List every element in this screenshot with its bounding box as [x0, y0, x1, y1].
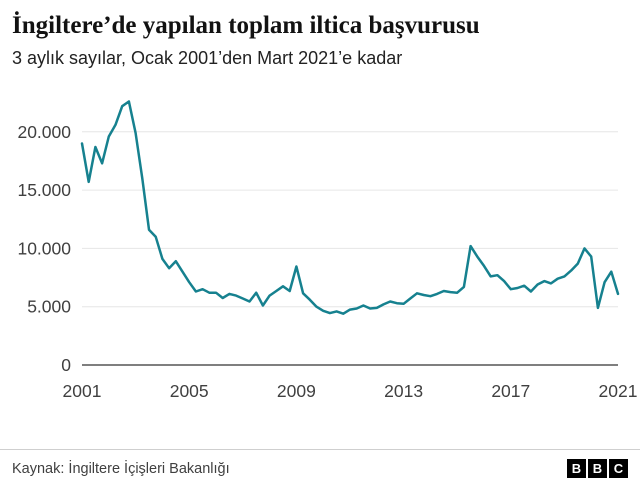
- svg-text:2021: 2021: [599, 381, 638, 401]
- bbc-logo-block: B: [567, 459, 586, 478]
- line-chart: 0 5.000 10.000 15.000 20.000 2001 2005 2009 2013…: [17, 100, 638, 401]
- svg-text:2001: 2001: [63, 381, 102, 401]
- bbc-logo-block: C: [609, 459, 628, 478]
- svg-text:2005: 2005: [170, 381, 209, 401]
- svg-text:2013: 2013: [384, 381, 423, 401]
- chart-area: 0 5.000 10.000 15.000 20.000 2001 2005 2009 2013…: [0, 71, 640, 449]
- bbc-logo-block: B: [588, 459, 607, 478]
- svg-text:2017: 2017: [491, 381, 530, 401]
- svg-text:0: 0: [61, 355, 71, 375]
- svg-text:20.000: 20.000: [17, 122, 71, 142]
- page-title: İngiltere’de yapılan toplam iltica başvu…: [12, 12, 480, 39]
- chart-header: İngiltere’de yapılan toplam iltica başvu…: [0, 0, 640, 71]
- source-caption: Kaynak: İngiltere İçişleri Bakanlığı: [12, 460, 230, 477]
- svg-text:15.000: 15.000: [17, 180, 71, 200]
- chart-footer: Kaynak: İngiltere İçişleri Bakanlığı B B…: [0, 449, 640, 490]
- page-subtitle: 3 aylık sayılar, Ocak 2001’den Mart 2021…: [12, 47, 403, 68]
- svg-text:2009: 2009: [277, 381, 316, 401]
- bbc-logo: B B C: [567, 459, 628, 478]
- svg-text:5.000: 5.000: [27, 296, 71, 316]
- svg-text:10.000: 10.000: [17, 238, 71, 258]
